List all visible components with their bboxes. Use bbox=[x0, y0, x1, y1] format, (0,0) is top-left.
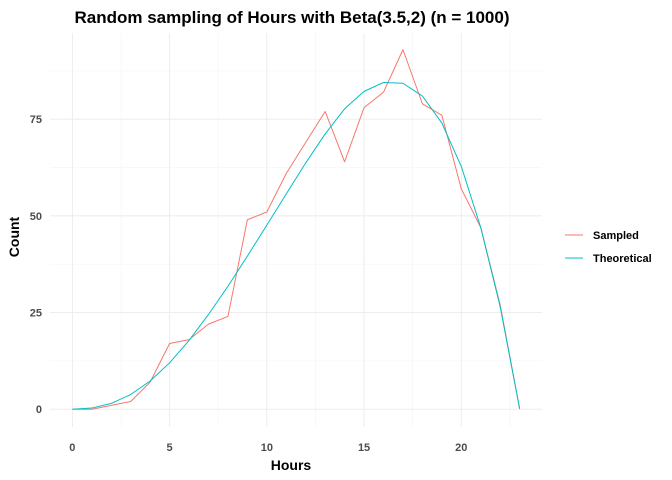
y-axis-ticks: 0 25 50 75 bbox=[30, 114, 42, 416]
x-axis-title: Hours bbox=[271, 457, 312, 473]
legend-label-theoretical: Theoretical bbox=[593, 253, 652, 265]
x-tick-label: 10 bbox=[261, 442, 273, 454]
x-tick-label: 5 bbox=[167, 442, 173, 454]
x-tick-label: 0 bbox=[69, 442, 75, 454]
x-tick-label: 20 bbox=[455, 442, 467, 454]
legend-label-sampled: Sampled bbox=[593, 230, 639, 242]
y-axis-title: Count bbox=[6, 216, 22, 257]
x-tick-label: 15 bbox=[358, 442, 370, 454]
y-tick-label: 50 bbox=[30, 211, 42, 223]
major-gridlines bbox=[50, 33, 542, 427]
minor-gridlines bbox=[50, 33, 542, 427]
x-axis-ticks: 0 5 10 15 20 bbox=[69, 442, 467, 454]
y-tick-label: 25 bbox=[30, 308, 42, 320]
series-line-sampled bbox=[72, 49, 521, 410]
series-lines bbox=[72, 49, 521, 410]
legend: Sampled Theoretical bbox=[565, 230, 652, 265]
chart-title: Random sampling of Hours with Beta(3.5,2… bbox=[75, 8, 510, 27]
series-line-theoretical bbox=[72, 81, 521, 410]
y-tick-label: 0 bbox=[36, 404, 42, 416]
y-tick-label: 75 bbox=[30, 114, 42, 126]
